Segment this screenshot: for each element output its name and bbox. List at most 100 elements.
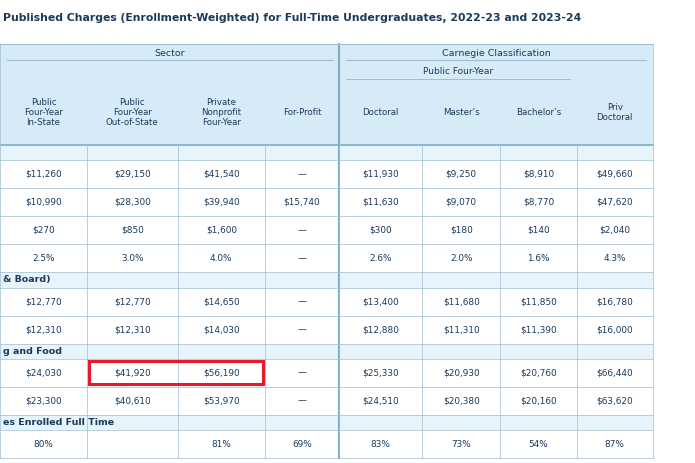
Text: $12,310: $12,310 — [25, 325, 62, 334]
Text: es Enrolled Full Time: es Enrolled Full Time — [3, 418, 115, 427]
Text: $12,770: $12,770 — [25, 297, 62, 306]
Text: —: — — [297, 169, 306, 179]
Text: $53,970: $53,970 — [203, 396, 240, 406]
Text: 73%: 73% — [451, 440, 471, 449]
Text: $20,930: $20,930 — [443, 369, 480, 377]
Text: —: — — [297, 325, 306, 334]
Text: $41,920: $41,920 — [114, 369, 151, 377]
Text: $24,510: $24,510 — [362, 396, 399, 406]
Text: —: — — [297, 297, 306, 306]
Text: $140: $140 — [528, 225, 550, 235]
Text: 1.6%: 1.6% — [528, 254, 550, 263]
Text: Master’s: Master’s — [443, 108, 480, 117]
Text: $25,330: $25,330 — [362, 369, 399, 377]
Text: Private
Nonprofit
Four-Year: Private Nonprofit Four-Year — [202, 98, 241, 127]
Text: For-Profit: For-Profit — [283, 108, 321, 117]
Bar — [0, 344, 653, 359]
Text: $2,040: $2,040 — [599, 225, 630, 235]
Text: $13,400: $13,400 — [362, 297, 399, 306]
Text: $15,740: $15,740 — [284, 198, 320, 206]
Text: $40,610: $40,610 — [114, 396, 151, 406]
Bar — [0, 145, 653, 160]
Text: $12,880: $12,880 — [362, 325, 399, 334]
Text: $11,930: $11,930 — [362, 169, 399, 179]
Bar — [0, 316, 653, 344]
Text: $1,600: $1,600 — [206, 225, 237, 235]
Text: 4.0%: 4.0% — [210, 254, 233, 263]
Bar — [0, 387, 653, 415]
Text: 2.0%: 2.0% — [450, 254, 473, 263]
Text: $850: $850 — [121, 225, 144, 235]
Text: $39,940: $39,940 — [203, 198, 240, 206]
Text: 69%: 69% — [292, 440, 312, 449]
Bar — [0, 359, 653, 387]
Bar — [89, 361, 263, 384]
Text: Published Charges (Enrollment-Weighted) for Full-Time Undergraduates, 2022-23 an: Published Charges (Enrollment-Weighted) … — [3, 13, 582, 23]
Bar — [577, 62, 653, 81]
Text: $8,910: $8,910 — [523, 169, 554, 179]
Text: Carnegie Classification: Carnegie Classification — [441, 49, 550, 57]
Text: $29,150: $29,150 — [114, 169, 151, 179]
Text: Sector: Sector — [154, 49, 185, 57]
Text: —: — — [297, 254, 306, 263]
Text: $49,660: $49,660 — [596, 169, 633, 179]
Text: 2.6%: 2.6% — [369, 254, 392, 263]
Text: $14,650: $14,650 — [203, 297, 240, 306]
Text: $20,160: $20,160 — [521, 396, 557, 406]
Text: 83%: 83% — [370, 440, 391, 449]
Text: $14,030: $14,030 — [203, 325, 240, 334]
Text: $66,440: $66,440 — [596, 369, 633, 377]
Bar — [0, 288, 653, 316]
Text: $12,770: $12,770 — [114, 297, 151, 306]
Bar — [0, 81, 653, 145]
Text: $8,770: $8,770 — [523, 198, 554, 206]
Text: 80%: 80% — [33, 440, 54, 449]
Text: Public
Four-Year
Out-of-State: Public Four-Year Out-of-State — [106, 98, 158, 127]
Text: $23,300: $23,300 — [25, 396, 62, 406]
Bar — [0, 188, 653, 216]
Text: $20,380: $20,380 — [443, 396, 480, 406]
Text: $11,630: $11,630 — [362, 198, 399, 206]
Text: —: — — [297, 369, 306, 377]
Text: $24,030: $24,030 — [25, 369, 62, 377]
Text: $63,620: $63,620 — [596, 396, 633, 406]
Bar — [0, 431, 653, 458]
Text: Priv
Doctoral: Priv Doctoral — [596, 103, 633, 122]
Text: Doctoral: Doctoral — [362, 108, 399, 117]
Text: $10,990: $10,990 — [25, 198, 62, 206]
Text: $47,620: $47,620 — [596, 198, 633, 206]
Text: $9,070: $9,070 — [445, 198, 477, 206]
Text: 81%: 81% — [211, 440, 231, 449]
Text: $20,760: $20,760 — [521, 369, 557, 377]
Bar — [0, 272, 653, 288]
Bar — [0, 216, 653, 244]
Text: $41,540: $41,540 — [203, 169, 240, 179]
Text: —: — — [297, 396, 306, 406]
Text: 2.5%: 2.5% — [32, 254, 55, 263]
Text: —: — — [297, 225, 306, 235]
Text: $300: $300 — [369, 225, 392, 235]
Text: & Board): & Board) — [3, 275, 51, 284]
Text: Public
Four-Year
In-State: Public Four-Year In-State — [24, 98, 63, 127]
Text: $11,680: $11,680 — [443, 297, 480, 306]
Text: $16,780: $16,780 — [596, 297, 633, 306]
Bar — [0, 44, 653, 62]
Text: g and Food: g and Food — [3, 347, 63, 356]
Text: $16,000: $16,000 — [596, 325, 633, 334]
Text: 54%: 54% — [529, 440, 548, 449]
Text: 4.3%: 4.3% — [603, 254, 626, 263]
Text: $180: $180 — [450, 225, 473, 235]
Text: $9,250: $9,250 — [445, 169, 477, 179]
Bar — [0, 160, 653, 188]
Text: 3.0%: 3.0% — [121, 254, 144, 263]
Bar — [0, 244, 653, 272]
Text: Bachelor’s: Bachelor’s — [516, 108, 561, 117]
Text: Public Four-Year: Public Four-Year — [423, 67, 493, 76]
Text: $11,390: $11,390 — [521, 325, 557, 334]
Text: $11,260: $11,260 — [25, 169, 62, 179]
Bar — [0, 415, 653, 431]
Text: $270: $270 — [32, 225, 55, 235]
Text: $12,310: $12,310 — [114, 325, 151, 334]
Text: 87%: 87% — [605, 440, 625, 449]
Text: $56,190: $56,190 — [203, 369, 240, 377]
